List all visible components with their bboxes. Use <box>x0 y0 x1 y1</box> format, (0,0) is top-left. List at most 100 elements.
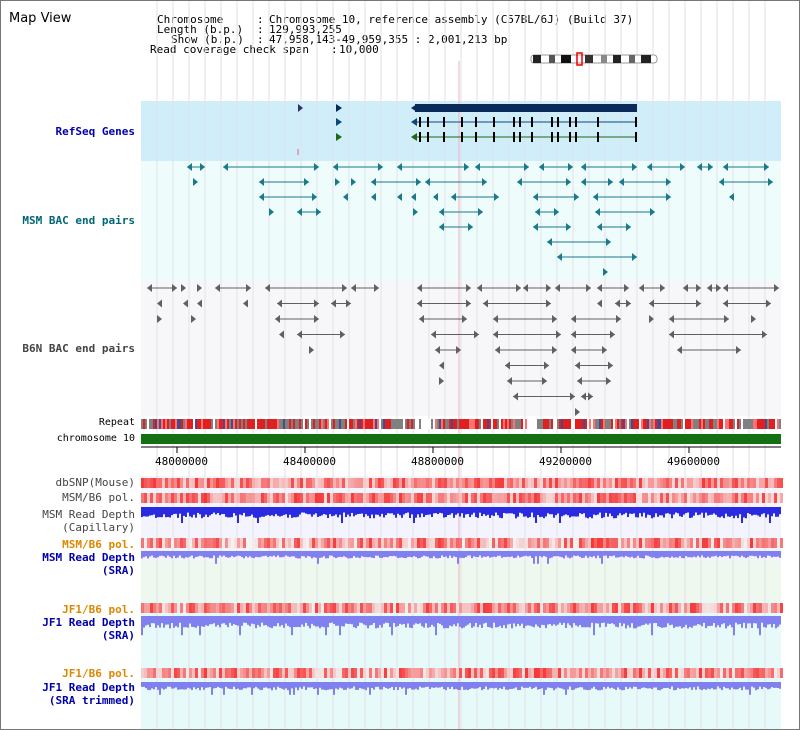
msm-b6-pol-cell <box>750 538 753 548</box>
jf1-depth-sra-bar <box>671 616 673 625</box>
repeat-segment <box>229 419 231 429</box>
msm-b6-pol-cell <box>432 493 435 503</box>
jf1-b6-pol-cell <box>705 668 708 678</box>
jf1-depth-trim-bar <box>643 682 645 688</box>
jf1-depth-trim-bar <box>315 682 317 689</box>
repeat-segment <box>349 419 351 429</box>
jf1-depth-sra-bar <box>181 616 183 636</box>
jf1-b6-pol-cell <box>297 668 300 678</box>
msm-b6-pol-cell <box>192 538 195 548</box>
msm-bac-pair-end <box>312 193 317 201</box>
msm-depth-capillary-bar <box>207 507 209 518</box>
jf1-b6-pol-cell <box>477 668 480 678</box>
msm-depth-sra-bar <box>767 551 769 556</box>
jf1-depth-sra-bar <box>469 616 471 624</box>
msm-depth-capillary-bar <box>753 507 755 515</box>
jf1-b6-pol-cell <box>249 603 252 613</box>
jf1-depth-sra-bar <box>515 616 517 627</box>
msm-b6-pol-cell <box>579 493 582 503</box>
b6n-bac-pair-end <box>474 330 479 339</box>
msm-depth-sra-bar <box>277 551 279 556</box>
repeat-segment <box>519 419 521 429</box>
msm-bac-pair-end <box>439 223 444 231</box>
msm-bac-pair-end <box>680 163 685 171</box>
jf1-b6-pol-cell <box>525 603 528 613</box>
msm-b6-pol-cell <box>696 493 699 503</box>
jf1-b6-pol-cell <box>615 603 618 613</box>
jf1-b6-pol-cell <box>342 668 345 678</box>
jf1-b6-pol-cell <box>546 603 549 613</box>
dbsnp-heat-cell <box>564 478 567 488</box>
msm-b6-pol-cell <box>219 493 222 503</box>
repeat-segment <box>675 419 677 429</box>
msm-depth-capillary-bar <box>469 507 471 518</box>
repeat-segment <box>553 419 555 429</box>
msm-b6-pol-cell <box>534 493 537 503</box>
repeat-segment <box>183 419 185 429</box>
msm-b6-pol-cell <box>438 538 441 548</box>
msm-depth-sra-bar <box>651 551 653 558</box>
jf1-depth-sra-bar <box>563 616 565 623</box>
jf1-b6-pol-cell <box>639 603 642 613</box>
jf1-b6-pol-cell <box>675 668 678 678</box>
msm-b6-pol-cell <box>288 538 291 548</box>
dbsnp-heat-cell <box>723 478 726 488</box>
jf1-depth-trim-bar <box>163 682 165 690</box>
repeat-segment <box>643 419 645 429</box>
jf1-depth-sra-bar <box>161 616 163 624</box>
gene-exon <box>475 117 477 127</box>
msm-bac-pair-end <box>200 163 205 171</box>
jf1-b6-pol-cell <box>648 668 651 678</box>
jf1-depth-sra-bar <box>639 616 641 627</box>
repeat-segment <box>649 419 651 429</box>
jf1-b6-pol-cell <box>297 603 300 613</box>
msm-depth-sra-bar <box>543 551 545 556</box>
repeat-segment <box>729 419 731 429</box>
jf1-depth-trim-bar <box>755 682 757 691</box>
msm-depth-capillary-bar <box>451 507 453 514</box>
msm-depth-capillary-bar <box>579 507 581 514</box>
msm-b6-pol-cell <box>627 538 630 548</box>
jf1-b6-pol-cell <box>354 668 357 678</box>
msm-depth-sra-bar <box>553 551 555 557</box>
jf1-depth-trim-bar <box>533 682 535 688</box>
msm-depth-sra-bar <box>171 551 173 559</box>
jf1-depth-trim-bar <box>435 682 437 688</box>
repeat-segment <box>311 419 313 429</box>
msm-depth-capillary-bar <box>647 507 649 515</box>
dbsnp-heat-cell <box>186 478 189 488</box>
msm-b6-pol-cell <box>402 538 405 548</box>
dbsnp-heat-cell <box>252 478 255 488</box>
jf1-depth-trim-bar <box>485 682 487 687</box>
jf1-depth-sra-bar <box>185 616 187 628</box>
gene-strand-arrow <box>298 104 303 112</box>
b6n-bac-pair-end <box>610 330 615 339</box>
jf1-b6-pol-cell <box>411 668 414 678</box>
jf1-depth-sra-bar <box>441 616 443 626</box>
msm-b6-pol-cell <box>318 493 321 503</box>
msm-b6-pol-cell <box>183 538 186 548</box>
jf1-depth-trim-bar <box>263 682 265 688</box>
msm-depth-capillary-bar <box>147 507 149 517</box>
jf1-b6-pol-cell <box>180 668 183 678</box>
jf1-b6-pol-cell <box>195 603 198 613</box>
msm-depth-capillary-bar <box>681 507 683 517</box>
jf1-depth-sra-bar <box>373 616 375 624</box>
msm-b6-pol-cell <box>687 538 690 548</box>
msm-b6-pol-cell <box>312 493 315 503</box>
jf1-depth-trim-bar <box>451 682 453 687</box>
coverage-value: 10,000 <box>339 43 379 56</box>
msm-depth-sra-bar <box>713 551 715 557</box>
jf1-depth-sra-bar <box>719 616 721 628</box>
b6n-bac-pair-end <box>677 346 682 354</box>
jf1-b6-pol-cell <box>429 603 432 613</box>
msm-depth-capillary-bar <box>425 507 427 516</box>
dbsnp-heat-cell <box>309 478 312 488</box>
b6n-bac-pair-end <box>581 392 586 401</box>
msm-depth-capillary-bar <box>215 507 217 515</box>
msm-depth-sra-bar <box>723 551 725 557</box>
jf1-b6-pol-cell <box>633 603 636 613</box>
msm-b6-pol-cell <box>378 493 381 503</box>
msm-depth-capillary-bar <box>303 507 305 513</box>
